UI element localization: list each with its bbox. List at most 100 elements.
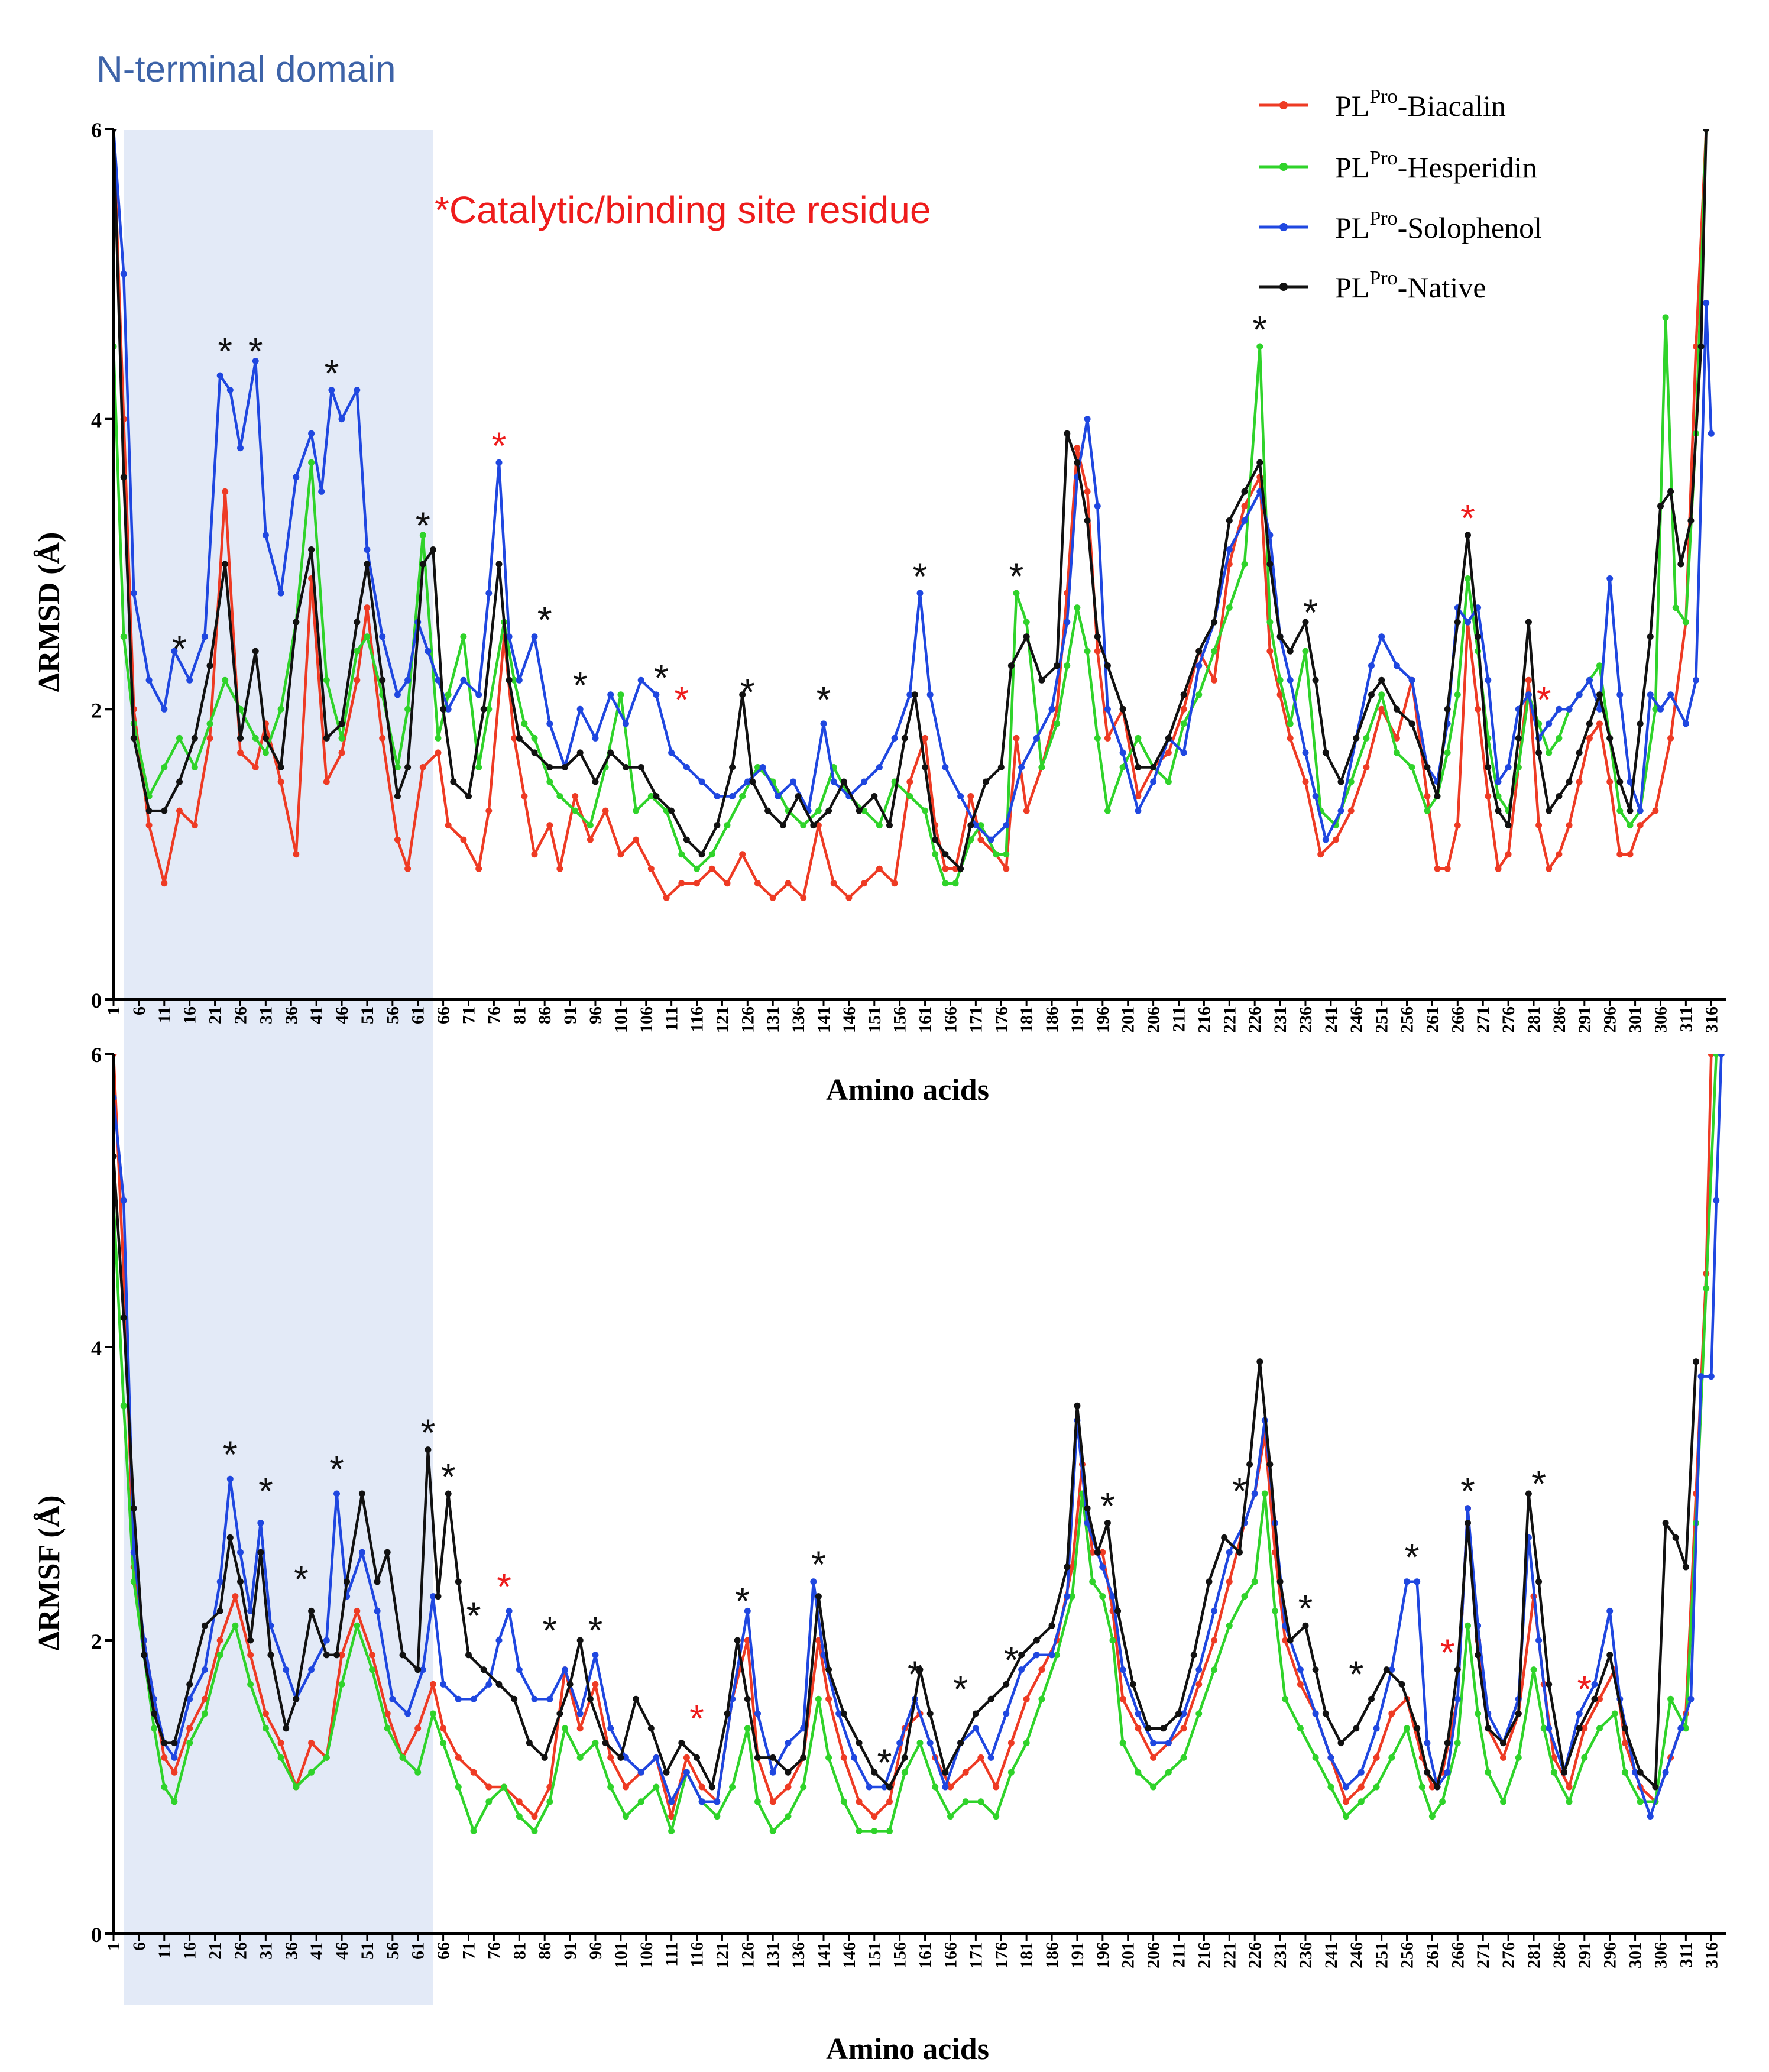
rmsd-point-native [465,793,472,799]
rmsf-x-tick-label: 116 [688,1942,707,1967]
rmsf-x-tick-label: 201 [1119,1942,1138,1969]
legend-superscript: Pro [1369,147,1397,169]
rmsf-x-tick-label: 296 [1600,1942,1620,1969]
rmsf-point-biacalin [1297,1681,1304,1688]
legend-name: -Hesperidin [1398,151,1537,184]
rmsd-point-hesperidin [1165,778,1172,785]
rmsf-point-native [942,1769,949,1776]
rmsf-point-solophenol [1454,1695,1461,1702]
rmsd-point-hesperidin [694,865,700,872]
rmsf-point-native [526,1740,533,1747]
rmsf-point-native [744,1695,751,1702]
rmsd-site-marker: * [1460,497,1475,539]
legend-name: -Solophenol [1398,211,1542,244]
rmsf-point-biacalin [414,1725,422,1732]
rmsf-site-marker: * [588,1609,603,1652]
rmsf-point-native [871,1769,878,1776]
rmsf-point-native [374,1578,381,1585]
rmsf-point-native [1337,1740,1344,1747]
rmsd-point-hesperidin [1135,734,1142,742]
rmsf-point-native [1322,1710,1329,1717]
rmsd-point-native [1627,807,1634,814]
rmsf-point-solophenol [987,1754,994,1761]
rmsd-point-solophenol [576,705,584,713]
rmsd-point-biacalin [708,865,715,872]
legend-label-solophenol: PLPro-Solophenol [1335,208,1542,244]
rmsd-point-native [120,474,127,481]
rmsf-point-hesperidin [414,1769,422,1776]
rmsd-x-tick-label: 271 [1473,1006,1493,1033]
rmsf-point-native [1672,1534,1679,1541]
rmsd-point-hesperidin [1180,720,1187,727]
rmsf-point-hesperidin [338,1681,345,1688]
rmsd-point-native [1165,734,1172,742]
rmsf-point-solophenol [470,1695,477,1702]
rmsf-point-hesperidin [1054,1652,1061,1659]
rmsf-point-hesperidin [947,1813,954,1820]
rmsd-point-hesperidin [419,532,426,539]
rmsf-point-biacalin [1119,1695,1126,1702]
rmsf-site-marker: * [735,1580,750,1623]
rmsd-x-tick-label: 141 [814,1006,834,1033]
rmsd-point-solophenol [861,778,868,785]
rmsd-point-native [1393,705,1400,713]
n-terminal-domain-label: N-terminal domain [96,49,396,90]
rmsf-x-tick-label: 181 [1017,1942,1036,1969]
rmsd-point-hesperidin [1556,734,1563,742]
rmsf-point-hesperidin [120,1402,127,1409]
rmsf-point-solophenol [866,1783,873,1791]
rmsd-markers-native [114,129,1710,872]
rmsd-point-biacalin [602,807,609,814]
rmsd-point-hesperidin [191,764,198,770]
rmsd-point-biacalin [876,865,883,872]
rmsd-point-native [1647,633,1654,640]
rmsd-point-solophenol [1693,676,1699,684]
rmsd-point-hesperidin [364,633,371,640]
rmsf-point-solophenol [1444,1769,1451,1776]
rmsf-point-solophenol [389,1695,396,1702]
rmsf-point-native [1414,1725,1421,1732]
rmsd-point-biacalin [1627,851,1634,858]
rmsd-point-native [1444,705,1451,713]
rmsd-point-solophenol [252,358,259,364]
rmsd-point-solophenol [495,459,503,466]
rmsf-point-hesperidin [1099,1593,1106,1600]
rmsd-point-native [840,778,847,785]
rmsf-point-hesperidin [1530,1666,1537,1673]
rmsd-point-solophenol [729,793,736,799]
rmsf-x-tick-label: 16 [180,1942,200,1960]
rmsf-point-biacalin [455,1754,462,1761]
rmsf-point-solophenol [896,1740,903,1747]
rmsd-point-biacalin [145,822,153,829]
rmsd-point-biacalin [1667,734,1674,742]
rmsd-point-biacalin [1363,764,1370,770]
legend-prefix: PL [1335,211,1369,244]
rmsf-point-solophenol [1546,1725,1553,1732]
rmsf-point-native [1475,1652,1482,1659]
rmsf-point-solophenol [1708,1373,1715,1380]
rmsf-x-tick-label: 266 [1448,1942,1467,1969]
rmsd-point-biacalin [694,880,700,887]
rmsd-point-native [1007,662,1015,669]
rmsf-point-solophenol [576,1710,584,1717]
rmsf-point-hesperidin [962,1798,969,1805]
rmsf-point-solophenol [1357,1769,1365,1776]
rmsd-point-hesperidin [739,793,746,799]
rmsf-point-native [1145,1725,1152,1732]
rmsd-point-biacalin [891,880,898,887]
rmsf-point-solophenol [308,1666,315,1673]
rmsd-point-native [668,807,675,814]
rmsd-point-biacalin [724,880,731,887]
rmsd-point-hesperidin [1454,691,1461,698]
rmsd-point-biacalin [678,880,685,887]
rmsf-x-tick-label: 51 [358,1942,377,1960]
rmsd-point-solophenol [1048,705,1055,713]
rmsd-point-solophenol [354,387,361,394]
rmsd-point-native [145,807,153,814]
rmsd-point-biacalin [1566,822,1573,829]
rmsd-point-biacalin [161,880,168,887]
rmsd-point-hesperidin [678,851,685,858]
rmsd-point-hesperidin [1546,749,1553,756]
rmsd-point-biacalin [1266,648,1274,655]
rmsf-point-native [226,1534,234,1541]
